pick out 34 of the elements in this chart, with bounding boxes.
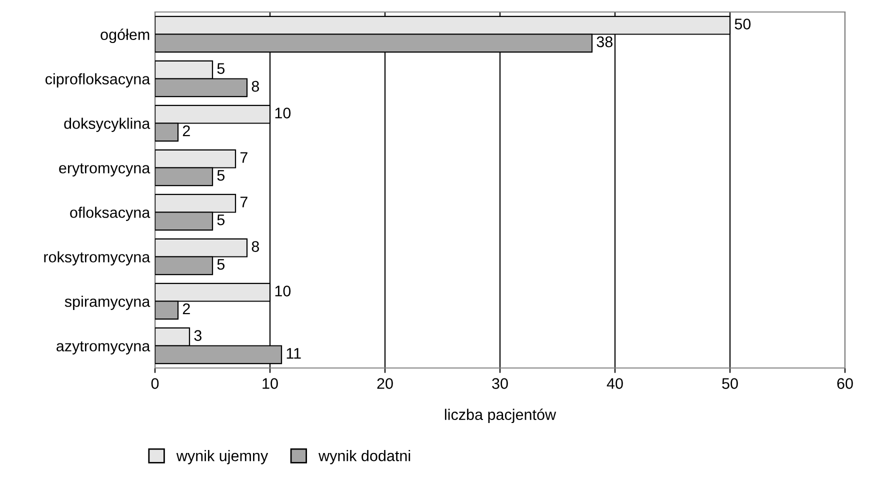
data-label: 8 (252, 241, 259, 252)
data-label: 3 (194, 330, 202, 341)
data-label: 38 (596, 36, 612, 48)
y-tick-label: erytromycyna (59, 163, 150, 176)
x-tick-label: 50 (722, 378, 738, 389)
data-label: 11 (286, 348, 301, 359)
x-tick-label: 40 (606, 378, 623, 389)
data-label: 5 (217, 214, 225, 226)
x-tick-label: 60 (837, 378, 853, 389)
y-tick-label: doksycyklina (64, 118, 150, 132)
x-tick-label: 20 (377, 378, 393, 389)
y-tick-label: ofloksacyna (70, 206, 150, 221)
x-tick-label: 10 (262, 378, 278, 389)
x-tick-label: 0 (151, 378, 159, 389)
y-tick-label: ciprofloksacyna (46, 73, 150, 88)
data-label: 8 (252, 80, 259, 92)
data-label: 7 (240, 152, 248, 163)
data-label: 5 (217, 259, 225, 270)
data-label: 2 (182, 125, 190, 136)
legend-label: wynik ujemny (176, 450, 268, 464)
x-tick-label: 30 (492, 378, 508, 389)
y-tick-label: azytromycyna (56, 341, 150, 354)
y-tick-label: ogółem (100, 28, 150, 44)
x-axis-title: liczba pacjentów (444, 408, 556, 424)
y-tick-label: spiramycyna (64, 296, 150, 310)
data-label: 2 (182, 303, 190, 314)
y-tick-label: roksytromycyna (44, 251, 150, 266)
data-label: 50 (734, 18, 751, 30)
data-label: 5 (217, 63, 225, 74)
legend-label: wynik dodatni (318, 450, 410, 464)
data-label: 10 (275, 286, 291, 296)
data-label: 10 (275, 108, 291, 118)
data-label: 7 (240, 196, 248, 208)
data-label: 5 (217, 170, 225, 181)
